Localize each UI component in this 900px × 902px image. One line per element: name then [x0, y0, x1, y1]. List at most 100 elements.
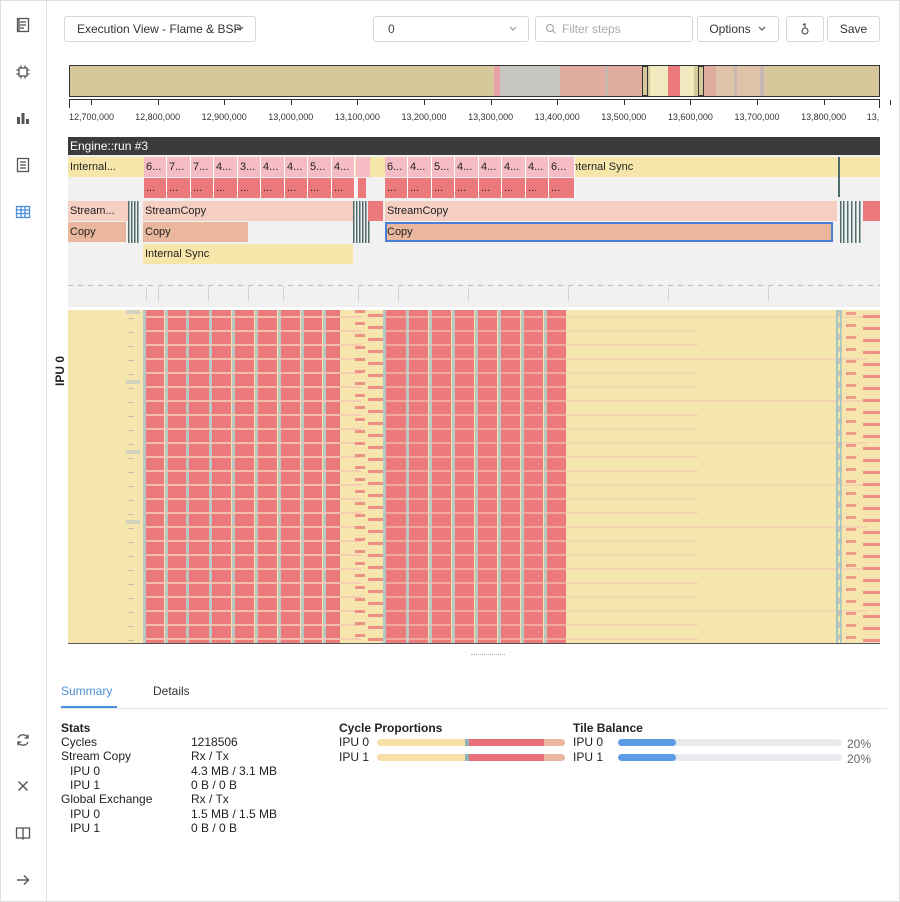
- bsp-edge-mark: [128, 500, 134, 501]
- bsp-small-mark: [846, 456, 856, 459]
- sync-mark: [847, 201, 849, 243]
- save-button[interactable]: Save: [827, 16, 880, 42]
- view-select[interactable]: Execution View - Flame & BSP: [64, 16, 256, 42]
- flame-block-stream-copy[interactable]: StreamCopy: [385, 201, 837, 221]
- overview-window-handle-right[interactable]: [698, 66, 704, 96]
- dashed-separator: [678, 285, 683, 286]
- sync-mark: [359, 201, 361, 243]
- bsp-stripe: [146, 526, 361, 528]
- pin-button[interactable]: [786, 16, 824, 42]
- flame-block-substep[interactable]: ...: [455, 178, 479, 198]
- flame-block-step[interactable]: 4...: [479, 157, 502, 177]
- flame-block-step[interactable]: 7...: [191, 157, 214, 177]
- flame-block-stream-copy[interactable]: StreamCopy: [143, 201, 353, 221]
- flame-block-step[interactable]: 4...: [214, 157, 238, 177]
- book-icon[interactable]: [11, 821, 35, 845]
- refresh-icon[interactable]: [11, 728, 35, 752]
- bsp-small-mark: [846, 432, 856, 435]
- bsp-stripe: [146, 498, 361, 500]
- sync-mark: [134, 201, 136, 243]
- bsp-stripe: [386, 414, 698, 416]
- arrow-right-icon[interactable]: [11, 868, 35, 892]
- flame-block-step[interactable]: 4...: [332, 157, 355, 177]
- flame-block-internal-sync[interactable]: Internal Sync: [143, 244, 353, 264]
- flame-block-step[interactable]: 4...: [261, 157, 285, 177]
- bsp-small-mark: [355, 382, 365, 385]
- save-button-label: Save: [839, 22, 868, 36]
- flame-block-step[interactable]: 4...: [502, 157, 526, 177]
- sync-mark: [362, 201, 364, 243]
- flame-block-substep[interactable]: ...: [285, 178, 308, 198]
- bsp-compute-column: [524, 310, 543, 643]
- dashed-separator: [698, 285, 703, 286]
- overview-segment: [716, 66, 766, 96]
- options-button[interactable]: Options: [697, 16, 779, 42]
- bsp-small-mark: [355, 418, 365, 421]
- table-icon[interactable]: [11, 200, 35, 224]
- flame-graph[interactable]: Engine::run #3 Internal... Internal Sync…: [68, 137, 880, 307]
- flame-block-substep[interactable]: ...: [308, 178, 332, 198]
- flame-block-copy-selected[interactable]: Copy: [385, 222, 833, 242]
- bsp-small-mark: [846, 324, 856, 327]
- flame-block-step[interactable]: 6...: [385, 157, 408, 177]
- bsp-view[interactable]: [68, 310, 880, 644]
- flame-block-substep[interactable]: ...: [214, 178, 238, 198]
- flame-block-step[interactable]: 4...: [455, 157, 479, 177]
- document-icon[interactable]: [11, 153, 35, 177]
- flame-block-substep[interactable]: ...: [332, 178, 355, 198]
- flame-block-substep[interactable]: ...: [191, 178, 214, 198]
- flame-block-substep[interactable]: ...: [261, 178, 285, 198]
- bar-chart-icon[interactable]: [11, 106, 35, 130]
- dashed-separator: [198, 285, 203, 286]
- bsp-stripe: [386, 526, 868, 528]
- axis-tick: [91, 100, 92, 105]
- timeline-overview[interactable]: [69, 65, 880, 97]
- flame-block-step[interactable]: 6...: [549, 157, 575, 177]
- bsp-small-mark: [368, 590, 383, 593]
- bsp-small-mark: [863, 627, 880, 630]
- dashed-separator: [628, 285, 633, 286]
- flame-block-internal-sync[interactable]: Internal Sync: [567, 157, 837, 177]
- flame-block-stream-copy[interactable]: Stream...: [68, 201, 128, 221]
- chip-icon[interactable]: [11, 60, 35, 84]
- flame-block-step[interactable]: 5...: [308, 157, 332, 177]
- flame-block-step[interactable]: 4...: [526, 157, 549, 177]
- dashed-separator: [868, 285, 873, 286]
- flame-block-substep[interactable]: ...: [385, 178, 408, 198]
- close-icon[interactable]: [11, 774, 35, 798]
- flame-block-substep[interactable]: ...: [167, 178, 191, 198]
- bsp-exchange-column: [209, 310, 212, 643]
- bsp-small-mark: [863, 399, 880, 402]
- bsp-edge-mark: [128, 626, 134, 627]
- flame-block-substep[interactable]: ...: [238, 178, 261, 198]
- flame-block-substep[interactable]: ...: [526, 178, 549, 198]
- filter-steps-input[interactable]: [562, 22, 682, 36]
- dashed-separator: [808, 285, 813, 286]
- flame-block-copy[interactable]: Copy: [143, 222, 248, 242]
- tab-details[interactable]: Details: [153, 684, 190, 698]
- flame-block-step[interactable]: 5...: [432, 157, 455, 177]
- bsp-small-mark: [368, 578, 383, 581]
- flame-block-substep[interactable]: ...: [549, 178, 575, 198]
- overview-segment: [560, 66, 642, 96]
- flame-root-run[interactable]: Engine::run #3: [68, 137, 880, 155]
- flame-block-copy[interactable]: Copy: [68, 222, 126, 242]
- flame-block-substep[interactable]: ...: [144, 178, 167, 198]
- flame-block-substep[interactable]: ...: [502, 178, 526, 198]
- flame-block-step[interactable]: 7...: [167, 157, 191, 177]
- dashed-separator: [488, 285, 493, 286]
- flame-block-step[interactable]: 4...: [285, 157, 308, 177]
- overview-window-handle-left[interactable]: [642, 66, 648, 96]
- panel-resize-handle[interactable]: [471, 654, 505, 656]
- flame-block-substep[interactable]: ...: [432, 178, 455, 198]
- flame-block-step[interactable]: 6...: [144, 157, 167, 177]
- bsp-small-mark: [368, 374, 383, 377]
- bsp-small-mark: [368, 626, 383, 629]
- flame-block-substep[interactable]: ...: [408, 178, 432, 198]
- flame-block-substep[interactable]: ...: [479, 178, 502, 198]
- flame-block-step[interactable]: 4...: [408, 157, 432, 177]
- tab-summary[interactable]: Summary: [61, 684, 117, 708]
- report-icon[interactable]: [11, 13, 35, 37]
- step-select[interactable]: 0: [373, 16, 529, 42]
- flame-block-step[interactable]: 3...: [238, 157, 261, 177]
